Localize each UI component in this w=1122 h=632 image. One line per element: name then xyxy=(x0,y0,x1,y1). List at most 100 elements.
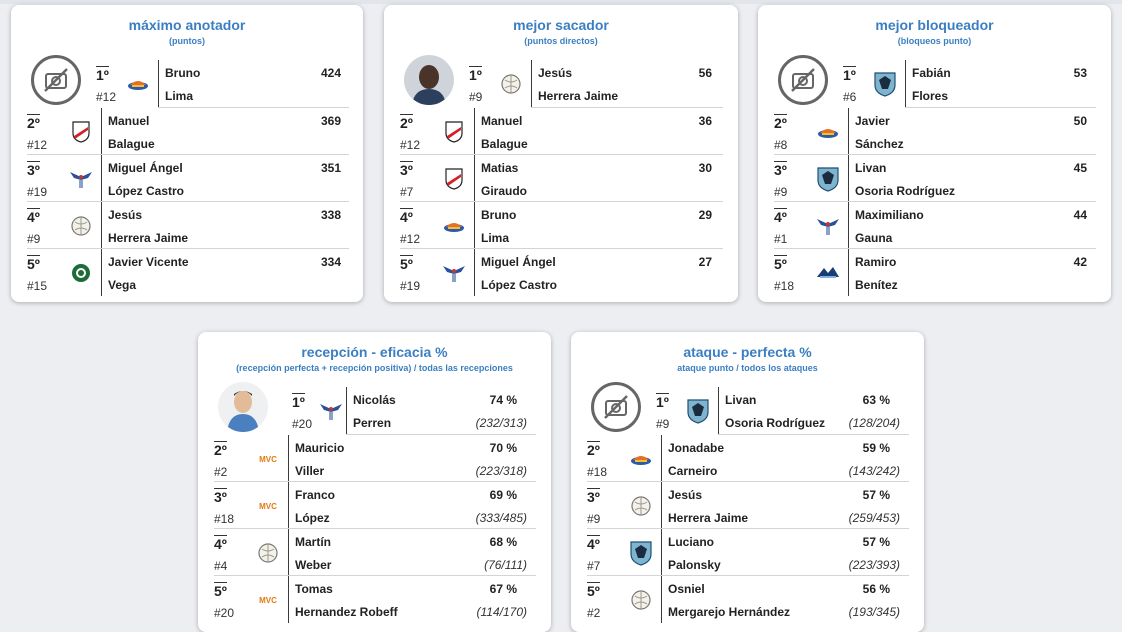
jersey-number: #2 xyxy=(587,606,601,620)
ranking-row[interactable]: 2º #18 Jonadabe Carneiro 59 % (143/242) xyxy=(587,435,909,482)
svg-text:MVC: MVC xyxy=(259,502,277,511)
divider xyxy=(531,60,532,107)
stat-value: 56 xyxy=(698,66,712,80)
divider xyxy=(661,529,662,576)
row-separator xyxy=(905,107,1096,108)
stat-value: 424 xyxy=(320,66,341,80)
ranking-row[interactable]: 2º #12 Manuel Balague 36 xyxy=(400,108,723,155)
player-last-name: Perren xyxy=(353,416,392,430)
rank-position: 1º xyxy=(292,393,305,410)
eagle-logo xyxy=(69,167,93,191)
player-last-name: Lima xyxy=(481,231,510,245)
row-separator xyxy=(158,107,349,108)
rank-position: 4º xyxy=(400,208,413,225)
eagle-logo xyxy=(816,214,840,238)
ranking-row[interactable]: 1º #6 Fabián Flores 53 xyxy=(774,60,1096,107)
row-separator xyxy=(27,201,349,202)
ranking-row[interactable]: 3º #19 Miguel Ángel López Castro 351 xyxy=(27,155,349,202)
rank-position: 5º xyxy=(214,582,227,599)
leaderboard-card: mejor bloqueador (bloqueos punto) 1º #6 Fabi… xyxy=(758,5,1111,302)
player-first-name: Ramiro xyxy=(855,255,897,269)
ranking-row[interactable]: 3º #9 Livan Osoria Rodríguez 45 xyxy=(774,155,1096,202)
player-last-name: Giraudo xyxy=(481,184,528,198)
divider xyxy=(848,108,849,155)
jersey-number: #19 xyxy=(400,279,421,293)
player-last-name: Weber xyxy=(295,558,332,572)
ranking-row[interactable]: 5º #18 Ramiro Benítez 42 xyxy=(774,249,1096,296)
ranking-row[interactable]: 1º #20 Nicolás Perren 74 % (232/313) xyxy=(214,387,536,434)
ranking-row[interactable]: 4º #12 Bruno Lima 29 xyxy=(400,202,723,249)
player-last-name: Carneiro xyxy=(668,464,718,478)
divider xyxy=(288,482,289,529)
player-first-name: Javier xyxy=(855,114,890,128)
player-first-name: Miguel Ángel xyxy=(481,255,556,269)
shield-blue-logo xyxy=(816,167,840,192)
player-first-name: Luciano xyxy=(668,535,715,549)
row-separator xyxy=(400,154,723,155)
player-first-name: Franco xyxy=(295,488,336,502)
divider xyxy=(101,249,102,296)
ranking-row[interactable]: 1º #9 Jesús Herrera Jaime 56 xyxy=(400,60,723,107)
divider xyxy=(346,387,347,434)
stat-value: 74 % xyxy=(489,393,517,407)
mvc-logo: MVC xyxy=(256,494,280,518)
stat-value: 36 xyxy=(698,114,712,128)
no-photo-icon xyxy=(778,55,828,105)
ranking-row[interactable]: 2º #12 Manuel Balague 369 xyxy=(27,108,349,155)
jersey-number: #19 xyxy=(27,185,48,199)
stat-value: 50 xyxy=(1073,114,1087,128)
ranking-row[interactable]: 5º #19 Miguel Ángel López Castro 27 xyxy=(400,249,723,296)
card-title: máximo anotador xyxy=(128,17,246,33)
row-separator xyxy=(587,528,909,529)
jersey-number: #18 xyxy=(774,279,795,293)
player-photo xyxy=(404,55,454,105)
rank-position: 3º xyxy=(587,488,600,505)
ranking-row[interactable]: 4º #7 Luciano Palonsky 57 % (223/393) xyxy=(587,529,909,576)
ranking-row[interactable]: 1º #9 Livan Osoria Rodríguez 63 % (128/204) xyxy=(587,387,909,434)
stat-value: 27 xyxy=(698,255,712,269)
eagle-logo xyxy=(442,261,466,285)
divider xyxy=(288,529,289,576)
no-photo-icon xyxy=(31,55,81,105)
ranking-row[interactable]: 5º #15 Javier Vicente Vega 334 xyxy=(27,249,349,296)
player-last-name: Mergarejo Hernández xyxy=(668,605,791,619)
rank-box: 1º #9 xyxy=(469,66,509,104)
shield-blue-logo xyxy=(629,541,653,566)
player-last-name: Hernandez Robeff xyxy=(295,605,398,619)
divider xyxy=(848,249,849,296)
stat-ratio: (259/453) xyxy=(848,511,900,525)
ranking-row[interactable]: 2º #8 Javier Sánchez 50 xyxy=(774,108,1096,155)
rank-position: 2º xyxy=(587,441,600,458)
ranking-row[interactable]: 1º #12 Bruno Lima 424 xyxy=(27,60,349,107)
player-last-name: Viller xyxy=(295,464,325,478)
stat-value: 57 % xyxy=(862,535,890,549)
river-plate-logo xyxy=(442,167,466,191)
ranking-row[interactable]: 4º #9 Jesús Herrera Jaime 338 xyxy=(27,202,349,249)
player-first-name: Manuel xyxy=(108,114,150,128)
ranking-row[interactable]: 3º #9 Jesús Herrera Jaime 57 % (259/453) xyxy=(587,482,909,529)
stat-value: 351 xyxy=(320,161,341,175)
rank-box: 4º #4 xyxy=(214,535,254,573)
ranking-row[interactable]: 2º #2 MVC Mauricio Viller 70 % (223/318) xyxy=(214,435,536,482)
ranking-row[interactable]: 4º #4 Martín Weber 68 % (76/111) xyxy=(214,529,536,576)
rank-position: 5º xyxy=(587,582,600,599)
stat-value: 63 % xyxy=(862,393,890,407)
divider xyxy=(474,249,475,296)
row-separator xyxy=(400,248,723,249)
shield-blue-logo xyxy=(873,72,897,97)
rank-position: 5º xyxy=(774,255,787,272)
divider xyxy=(158,60,159,107)
ranking-row[interactable]: 3º #7 Matias Giraudo 30 xyxy=(400,155,723,202)
jersey-number: #18 xyxy=(214,512,235,526)
player-first-name: Fabián xyxy=(912,66,951,80)
ranking-row[interactable]: 4º #1 Maximiliano Gauna 44 xyxy=(774,202,1096,249)
ranking-row[interactable]: 5º #20 MVC Tomas Hernandez Robeff 67 % (114/17… xyxy=(214,576,536,623)
stat-value: 44 xyxy=(1073,208,1087,222)
rank-position: 4º xyxy=(27,208,40,225)
ranking-row[interactable]: 5º #2 Osniel Mergarejo Hernández 56 % (193/34… xyxy=(587,576,909,623)
jersey-number: #12 xyxy=(400,232,421,246)
ranking-row[interactable]: 3º #18 MVC Franco López 69 % (333/485) xyxy=(214,482,536,529)
player-first-name: Maximiliano xyxy=(855,208,924,222)
rank-position: 2º xyxy=(400,114,413,131)
bolivar-logo xyxy=(629,447,653,471)
